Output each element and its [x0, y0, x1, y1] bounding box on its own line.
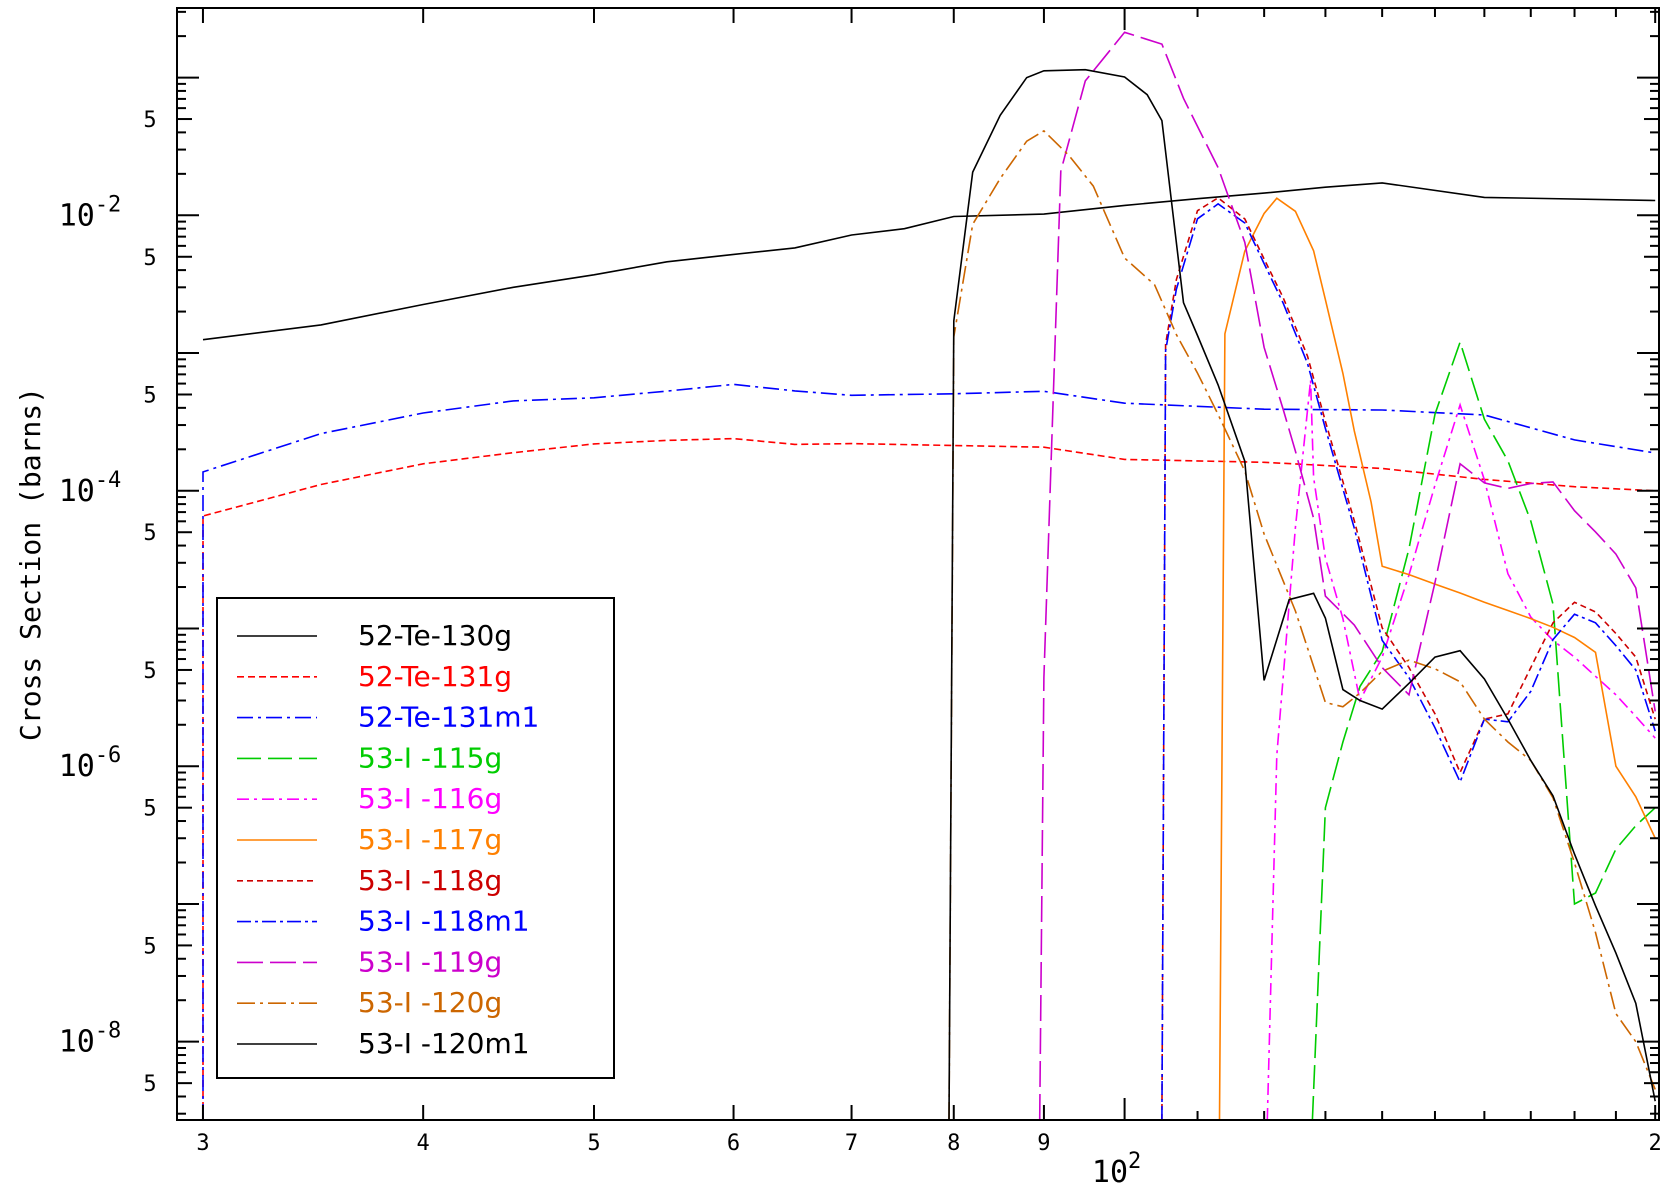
legend-label: 52-Te-131g	[358, 660, 512, 693]
series-line-4	[1311, 339, 1656, 1121]
series-line-7	[1161, 196, 1656, 1121]
x-decade-label: 102	[1092, 1149, 1141, 1190]
series-line-8	[1161, 202, 1656, 1121]
legend-label: 53-I -116g	[358, 782, 502, 815]
x-tick-label: 2	[1649, 1131, 1662, 1156]
ticks-layer: 5 5 5 5 5 5 5 5 10-2 10-4 10-6 10-8 3 4 5 6 7 8 9 2 102	[59, 8, 1662, 1190]
legend: 52-Te-130g 52-Te-131g 52-Te-131m1 53-I -115…	[216, 597, 615, 1079]
legend-label: 53-I -118m1	[358, 905, 530, 938]
y-minor-tick-label: 5	[143, 1072, 156, 1097]
legend-label: 52-Te-130g	[358, 619, 512, 652]
y-decade-label: 10-4	[59, 468, 122, 509]
legend-label: 53-I -120g	[358, 986, 502, 1019]
legend-label: 53-I -119g	[358, 945, 502, 978]
x-tick-label: 5	[587, 1131, 600, 1156]
series-line-1	[202, 182, 1656, 341]
y-minor-tick-label: 5	[143, 659, 156, 684]
series-line-3	[202, 383, 1656, 1120]
series-line-10	[948, 129, 1656, 1121]
y-minor-tick-label: 5	[143, 246, 156, 271]
legend-label: 53-I -117g	[358, 823, 502, 856]
y-decade-label: 10-6	[59, 743, 122, 784]
x-tick-label: 4	[417, 1131, 430, 1156]
x-tick-label: 8	[947, 1131, 960, 1156]
series-line-5	[1266, 380, 1656, 1121]
x-tick-label: 7	[845, 1131, 858, 1156]
series-line-2	[202, 437, 1656, 1120]
series-line-9	[1038, 31, 1656, 1121]
y-decade-label: 10-8	[59, 1019, 122, 1060]
y-axis-label: Cross Section (barns)	[14, 387, 47, 741]
y-decade-label: 10-2	[59, 192, 122, 233]
y-minor-tick-label: 5	[143, 108, 156, 133]
x-tick-label: 6	[727, 1131, 740, 1156]
legend-label: 53-I -118g	[358, 864, 502, 897]
x-tick-label: 3	[196, 1131, 209, 1156]
y-minor-tick-label: 5	[143, 521, 156, 546]
series-line-6	[1218, 197, 1656, 1121]
plot-frame	[176, 7, 1660, 1121]
legend-label: 53-I -120m1	[358, 1027, 530, 1060]
series-layer	[202, 31, 1656, 1121]
y-minor-tick-label: 5	[143, 383, 156, 408]
y-minor-tick-label: 5	[143, 797, 156, 822]
legend-label: 53-I -115g	[358, 741, 502, 774]
y-minor-tick-label: 5	[143, 934, 156, 959]
legend-box	[216, 597, 615, 1079]
series-line-11	[948, 68, 1656, 1121]
legend-label: 52-Te-131m1	[358, 701, 539, 734]
x-tick-label: 9	[1037, 1131, 1050, 1156]
